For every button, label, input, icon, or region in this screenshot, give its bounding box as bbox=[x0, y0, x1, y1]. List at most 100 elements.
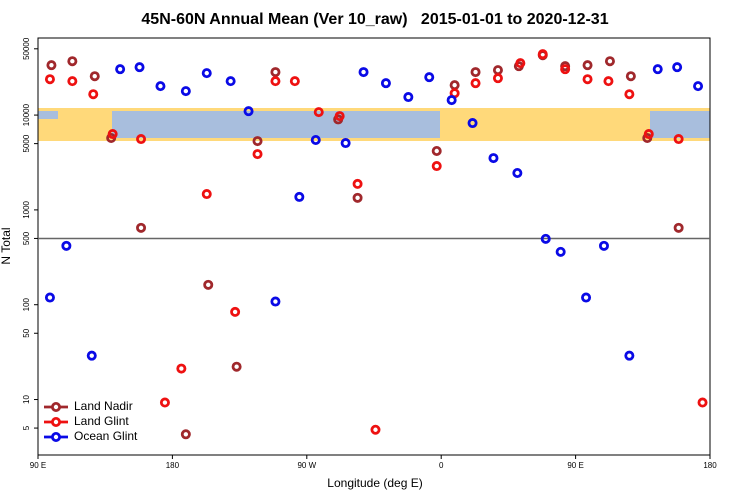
point bbox=[624, 89, 635, 100]
point bbox=[134, 62, 145, 73]
point bbox=[46, 60, 57, 71]
y-tick-label: 10 bbox=[22, 395, 31, 404]
ocean bbox=[650, 111, 710, 138]
point bbox=[581, 292, 592, 303]
y-tick-label: 500 bbox=[22, 231, 31, 245]
legend-label: Ocean Glint bbox=[74, 429, 138, 443]
map-strip bbox=[38, 108, 710, 141]
point bbox=[512, 167, 523, 178]
point bbox=[352, 178, 363, 189]
y-axis-title: N Total bbox=[0, 227, 13, 264]
point bbox=[352, 192, 363, 203]
point bbox=[86, 350, 97, 361]
legend-marker bbox=[51, 401, 62, 412]
point bbox=[67, 56, 78, 67]
point bbox=[424, 72, 435, 83]
point bbox=[44, 292, 55, 303]
point bbox=[403, 92, 414, 103]
point bbox=[470, 78, 481, 89]
legend-marker bbox=[51, 431, 62, 442]
point bbox=[180, 429, 191, 440]
point bbox=[624, 350, 635, 361]
point bbox=[155, 81, 166, 92]
point bbox=[643, 129, 654, 140]
y-tick-label: 10000 bbox=[22, 103, 31, 126]
point bbox=[492, 65, 503, 76]
point bbox=[201, 189, 212, 200]
y-tick-label: 1000 bbox=[22, 200, 31, 218]
point bbox=[540, 233, 551, 244]
y-tick-label: 100 bbox=[22, 297, 31, 311]
point bbox=[270, 67, 281, 78]
point bbox=[115, 64, 126, 75]
point bbox=[380, 78, 391, 89]
point bbox=[598, 240, 609, 251]
point bbox=[673, 134, 684, 145]
point bbox=[225, 76, 236, 87]
point bbox=[313, 107, 324, 118]
point bbox=[176, 363, 187, 374]
y-tick-label: 5000 bbox=[22, 134, 31, 152]
y-tick-label: 5 bbox=[22, 425, 31, 430]
chart-title: 45N-60N Annual Mean (Ver 10_raw) 2015-01… bbox=[141, 11, 608, 28]
point bbox=[431, 161, 442, 172]
point bbox=[136, 134, 147, 145]
x-tick-label: 180 bbox=[703, 461, 717, 470]
point bbox=[294, 191, 305, 202]
x-tick-label: 90 E bbox=[567, 461, 583, 470]
point bbox=[252, 136, 263, 147]
point bbox=[555, 246, 566, 257]
legend-label: Land Glint bbox=[74, 414, 129, 428]
point bbox=[582, 74, 593, 85]
point bbox=[652, 64, 663, 75]
point bbox=[467, 118, 478, 129]
point bbox=[230, 306, 241, 317]
point bbox=[446, 95, 457, 106]
point bbox=[697, 397, 708, 408]
x-tick-label: 180 bbox=[166, 461, 180, 470]
point bbox=[449, 80, 460, 91]
point bbox=[582, 60, 593, 71]
x-tick-label: 90 E bbox=[30, 461, 46, 470]
point bbox=[231, 361, 242, 372]
legend-label: Land Nadir bbox=[74, 399, 133, 413]
point bbox=[625, 71, 636, 82]
point bbox=[334, 111, 345, 122]
point bbox=[470, 67, 481, 78]
point bbox=[488, 153, 499, 164]
ocean bbox=[38, 111, 58, 119]
legend-marker bbox=[51, 416, 62, 427]
point bbox=[431, 145, 442, 156]
point bbox=[243, 106, 254, 117]
point bbox=[270, 76, 281, 87]
point bbox=[107, 129, 118, 140]
x-axis-title: Longitude (deg E) bbox=[327, 476, 422, 490]
x-tick-label: 90 W bbox=[297, 461, 316, 470]
point bbox=[136, 222, 147, 233]
point bbox=[289, 76, 300, 87]
point bbox=[88, 89, 99, 100]
ocean bbox=[112, 111, 440, 138]
point bbox=[310, 134, 321, 145]
point bbox=[693, 81, 704, 92]
point bbox=[252, 149, 263, 160]
x-tick-label: 0 bbox=[439, 461, 444, 470]
point bbox=[270, 296, 281, 307]
y-tick-label: 50 bbox=[22, 328, 31, 337]
point bbox=[492, 73, 503, 84]
point bbox=[203, 279, 214, 290]
point bbox=[560, 64, 571, 75]
point bbox=[159, 397, 170, 408]
point bbox=[604, 56, 615, 67]
point bbox=[537, 49, 548, 60]
point bbox=[673, 222, 684, 233]
point bbox=[340, 138, 351, 149]
point bbox=[89, 71, 100, 82]
point bbox=[603, 76, 614, 87]
point bbox=[515, 58, 526, 69]
point bbox=[180, 86, 191, 97]
point bbox=[370, 424, 381, 435]
point bbox=[201, 68, 212, 79]
point bbox=[67, 76, 78, 87]
